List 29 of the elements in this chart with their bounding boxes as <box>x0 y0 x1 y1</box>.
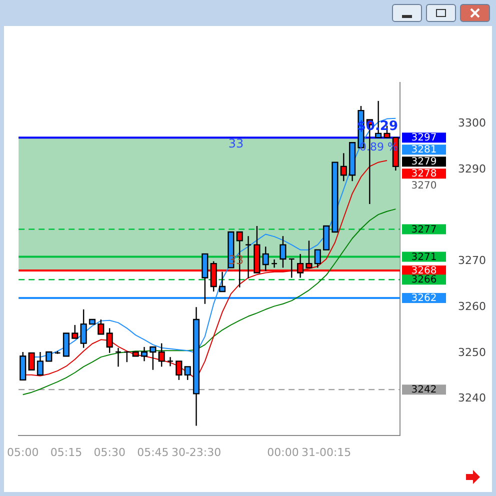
ref-line-label: 3297 <box>411 132 437 144</box>
x-tick-label: 00:00 <box>267 446 299 459</box>
y-tick-label: 3260 <box>458 300 486 313</box>
text: 3281 <box>411 144 437 156</box>
annotation: 33 <box>228 136 244 150</box>
ref-line-label: 3262 <box>411 293 437 304</box>
x-tick-label: 05:30 <box>94 446 126 459</box>
candlestick <box>323 225 330 250</box>
candlestick <box>245 235 252 279</box>
x-tick-label: 31-00:15 <box>301 446 352 459</box>
ref-line-label: 3271 <box>411 252 437 263</box>
x-tick-label: 05:45 <box>137 446 169 459</box>
y-tick-label: 3270 <box>458 254 486 268</box>
y-tick-label: 3290 <box>458 162 486 176</box>
ref-line-label: 3277 <box>411 224 437 236</box>
y-tick-label: 3250 <box>458 346 486 359</box>
annotation: 33 <box>228 252 244 267</box>
ref-line-label: 3242 <box>411 384 437 396</box>
x-tick-label: 05:15 <box>50 446 82 459</box>
ref-line-label: 3266 <box>411 274 437 286</box>
x-tick-label: 30-23:30 <box>171 446 222 459</box>
y-tick-label: 3300 <box>458 116 486 130</box>
y-tick-label: 3240 <box>458 392 486 405</box>
text: 3278 <box>411 168 437 180</box>
x-tick-label: 05:00 <box>7 446 39 459</box>
text: 3270 <box>411 180 437 192</box>
text: 3279 <box>411 156 437 168</box>
candlestick <box>28 352 35 370</box>
candlestick <box>166 356 174 367</box>
